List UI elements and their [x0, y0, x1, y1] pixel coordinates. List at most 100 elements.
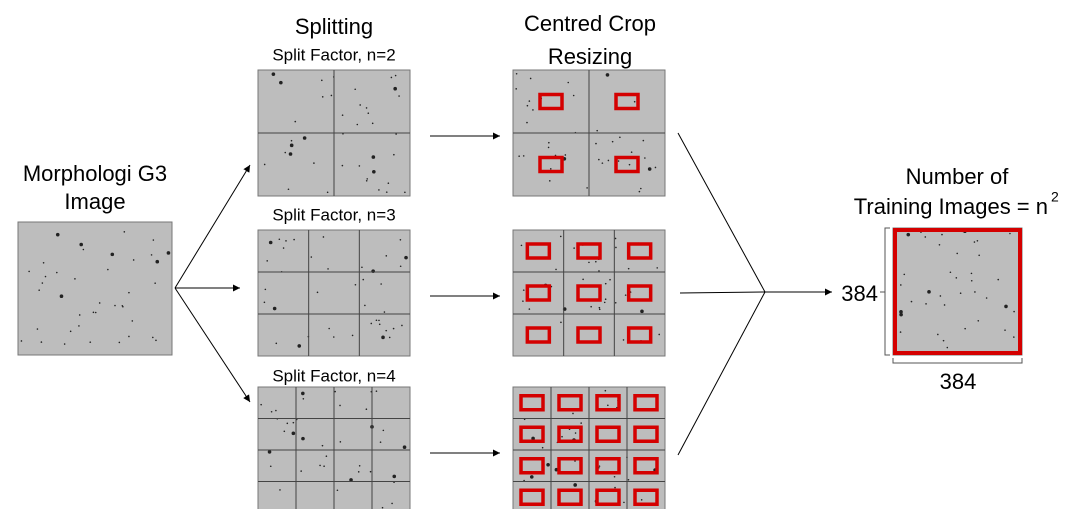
particle: [275, 409, 277, 412]
particle: [69, 330, 72, 333]
particle: [598, 270, 600, 272]
particle: [152, 336, 154, 339]
particle: [292, 421, 295, 424]
particle: [128, 335, 130, 338]
crop-title: Centred Crop: [524, 11, 656, 36]
particle: [38, 289, 40, 291]
crop-box: [595, 394, 621, 412]
particle: [938, 243, 941, 246]
particle: [371, 155, 376, 159]
particle: [603, 301, 606, 304]
particle: [644, 157, 646, 159]
crop-box: [633, 425, 659, 443]
particle: [152, 239, 155, 241]
particle: [325, 455, 328, 457]
particle: [349, 478, 353, 482]
particle: [899, 312, 903, 317]
particle: [358, 165, 361, 167]
particle: [94, 311, 97, 314]
particle: [55, 232, 60, 237]
particle: [288, 152, 293, 156]
particle: [910, 300, 913, 303]
particle: [955, 277, 958, 279]
particle: [402, 445, 407, 449]
crop-box: [595, 457, 621, 475]
particle: [336, 489, 339, 492]
particle: [328, 327, 330, 330]
particle: [941, 233, 943, 236]
particle: [131, 320, 134, 322]
particle: [78, 314, 81, 316]
output-title: Number of: [906, 164, 1010, 189]
particle: [28, 270, 30, 273]
particle: [279, 80, 283, 85]
particle: [1013, 310, 1015, 313]
split-label: Split Factor, n=2: [272, 45, 395, 64]
particle: [155, 259, 160, 264]
crop-box: [557, 457, 583, 475]
particle: [326, 191, 329, 194]
particle: [366, 178, 369, 180]
particle: [20, 340, 23, 342]
particle: [573, 483, 577, 487]
particle: [401, 324, 403, 327]
particle: [393, 153, 395, 156]
merge-line: [677, 132, 766, 293]
width-label: 384: [940, 369, 977, 394]
particle: [375, 390, 378, 392]
particle: [385, 191, 388, 193]
particle: [964, 327, 966, 330]
particle: [351, 334, 354, 337]
particle: [925, 303, 927, 305]
particle: [395, 133, 397, 135]
particle: [605, 73, 610, 77]
particle: [528, 100, 531, 102]
particle: [573, 247, 575, 249]
particle: [949, 271, 952, 274]
input-title: Morphologi G3: [23, 161, 167, 186]
particle: [622, 339, 625, 341]
particle: [63, 343, 66, 345]
crop-box: [519, 394, 545, 412]
particle: [268, 240, 273, 245]
particle: [356, 123, 359, 126]
particle: [523, 479, 525, 482]
particle: [266, 260, 269, 262]
particle: [378, 319, 380, 322]
particle: [567, 81, 570, 84]
particle: [1013, 336, 1015, 338]
particle: [301, 436, 305, 441]
particle: [285, 240, 287, 242]
crop-box: [595, 488, 621, 506]
particle: [598, 465, 601, 467]
particle: [548, 141, 550, 144]
particle: [372, 169, 376, 174]
image: [892, 227, 1023, 356]
particle: [997, 278, 1000, 281]
particle: [604, 282, 607, 285]
particle: [404, 255, 408, 260]
particle: [275, 342, 278, 345]
image: [512, 229, 666, 357]
particle: [154, 282, 156, 284]
particle: [110, 252, 115, 257]
particle: [269, 465, 272, 468]
particle: [279, 489, 281, 491]
particle: [122, 305, 124, 308]
particle: [382, 429, 385, 432]
particle: [970, 279, 973, 282]
particle: [546, 462, 550, 467]
split-label: Split Factor, n=3: [272, 205, 395, 224]
split-label: Split Factor, n=4: [272, 366, 395, 385]
merge-line: [679, 291, 766, 294]
particle: [166, 251, 171, 255]
particle: [369, 470, 372, 473]
particle: [590, 305, 592, 308]
particle: [98, 302, 101, 304]
splitting-title: Splitting: [295, 14, 373, 39]
particle: [264, 288, 267, 291]
particle: [628, 163, 631, 166]
particle: [943, 304, 946, 306]
particle: [633, 100, 636, 103]
particle: [44, 275, 47, 278]
